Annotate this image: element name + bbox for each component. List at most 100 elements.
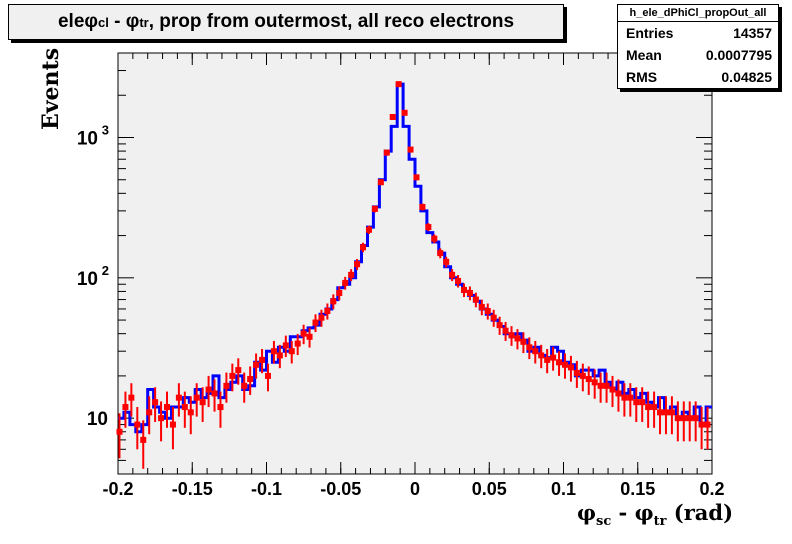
data-point (651, 391, 658, 428)
point-marker (175, 394, 182, 401)
point-marker (627, 394, 634, 401)
point-marker (425, 224, 432, 231)
point-marker (520, 338, 527, 345)
data-point (282, 335, 289, 358)
data-point (597, 372, 604, 403)
y-tick-label: 10 (77, 128, 98, 149)
point-marker (312, 319, 319, 326)
y-tick-label: 10 (77, 269, 98, 290)
point-marker (490, 314, 497, 321)
data-point (241, 372, 248, 403)
data-point (514, 329, 521, 350)
data-point (674, 401, 681, 442)
point-marker (318, 314, 325, 321)
point-marker (217, 404, 224, 411)
title-mid: - (108, 11, 126, 32)
title-phi-1: φ (84, 11, 98, 32)
point-marker (603, 382, 610, 389)
x-tick-label: 0.1 (551, 479, 576, 499)
data-point (461, 283, 468, 298)
point-marker (639, 399, 646, 406)
point-marker (383, 149, 390, 156)
point-marker (282, 342, 289, 349)
point-marker (502, 327, 509, 334)
plot-title: ele φ cl - φ tr , prop from outermost, all… (8, 4, 564, 40)
data-point (122, 391, 129, 428)
point-marker (443, 258, 450, 265)
x-tick-label: 0.2 (699, 479, 724, 499)
point-marker (342, 279, 349, 286)
data-point (591, 369, 598, 399)
point-marker (235, 367, 242, 374)
x-tick-label: 0 (410, 479, 420, 499)
point-marker (259, 356, 266, 363)
data-point (550, 346, 557, 371)
data-point (508, 326, 515, 346)
data-point (146, 396, 153, 435)
data-point (639, 387, 646, 422)
data-point (657, 396, 664, 435)
data-point (383, 149, 390, 156)
data-point (300, 324, 307, 345)
point-marker (609, 386, 616, 393)
point-marker (371, 205, 378, 212)
data-point (187, 396, 194, 435)
point-marker (229, 372, 236, 379)
x-tick-label: -0.15 (172, 479, 213, 499)
stats-row-rms: RMS 0.04825 (618, 66, 778, 88)
tick-labels: -0.2 -0.15 -0.1 -0.05 0 0.05 0.1 0.15 0.2 10 10 2 10… (77, 122, 725, 499)
data-point (526, 337, 533, 360)
data-point (175, 383, 182, 417)
point-marker (538, 352, 545, 359)
data-point (449, 269, 456, 282)
data-point (579, 363, 586, 392)
point-marker (472, 296, 479, 303)
data-point (478, 299, 485, 316)
data-point (306, 327, 313, 348)
data-point (662, 396, 669, 435)
title-suffix: , prop from outermost, all reco electron… (148, 11, 515, 32)
point-marker (360, 244, 367, 251)
point-marker (496, 322, 503, 329)
point-marker (140, 436, 147, 443)
stats-histogram-name: h_ele_dPhiCl_propOut_all (618, 5, 778, 22)
point-marker (550, 354, 557, 361)
point-marker (651, 404, 658, 411)
point-marker (615, 390, 622, 397)
point-marker (692, 415, 699, 422)
data-point (253, 353, 260, 379)
point-marker (276, 352, 283, 359)
data-point (573, 360, 580, 388)
data-point (609, 375, 616, 408)
data-point (621, 383, 628, 417)
stats-box: h_ele_dPhiCl_propOut_all Entries 14357 M… (617, 4, 779, 89)
point-marker (389, 113, 396, 120)
data-point (330, 294, 337, 310)
data-point (413, 174, 420, 181)
point-marker (324, 308, 331, 315)
data-point (158, 401, 165, 442)
data-point (455, 274, 462, 288)
point-marker (686, 415, 693, 422)
point-marker (146, 409, 153, 416)
point-marker (181, 404, 188, 411)
data-point (466, 286, 473, 301)
x-tick-label: 0.15 (620, 479, 655, 499)
x-tick-label: -0.05 (320, 479, 361, 499)
data-point (472, 292, 479, 308)
data-point (164, 391, 171, 428)
x-label-phi-1: φ (577, 500, 597, 525)
data-point (235, 358, 242, 385)
point-marker (164, 404, 171, 411)
point-marker (169, 421, 176, 428)
data-point (223, 372, 230, 403)
y-tick-label: 10 (87, 409, 108, 430)
point-marker (407, 146, 414, 153)
point-marker (300, 330, 307, 337)
point-marker (597, 382, 604, 389)
data-point (686, 401, 693, 442)
point-marker (122, 404, 129, 411)
data-point (140, 420, 147, 469)
title-sub-1: cl (98, 14, 109, 30)
x-tick-label: -0.2 (102, 479, 133, 499)
